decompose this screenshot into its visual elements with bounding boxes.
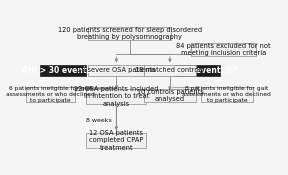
Text: 6 patients ineligible for gait
assessments or who declined
to participate: 6 patients ineligible for gait assessmen… bbox=[6, 86, 95, 103]
FancyBboxPatch shape bbox=[201, 87, 253, 102]
Text: 18 matched controls: 18 matched controls bbox=[135, 67, 204, 73]
Text: 84 patients excluded for not
meeting inclusion criteria: 84 patients excluded for not meeting inc… bbox=[176, 43, 271, 56]
Text: 18 severe OSA patients: 18 severe OSA patients bbox=[77, 67, 156, 73]
Text: AHI > 30 events/h*: AHI > 30 events/h* bbox=[22, 66, 103, 75]
FancyBboxPatch shape bbox=[88, 27, 171, 40]
FancyBboxPatch shape bbox=[86, 132, 147, 148]
FancyBboxPatch shape bbox=[191, 43, 256, 56]
FancyBboxPatch shape bbox=[26, 87, 75, 102]
Text: 8 patients ineligible for gait
assessments or who declined
to participate: 8 patients ineligible for gait assessmen… bbox=[182, 86, 271, 103]
FancyBboxPatch shape bbox=[40, 65, 86, 76]
FancyBboxPatch shape bbox=[88, 65, 144, 76]
FancyBboxPatch shape bbox=[174, 65, 219, 76]
Text: 8 weeks: 8 weeks bbox=[86, 118, 111, 122]
Text: AHI ≤ 15 events/h*: AHI ≤ 15 events/h* bbox=[156, 66, 237, 75]
Text: 12 OSA patients included
in intention to treat
analysis: 12 OSA patients included in intention to… bbox=[74, 86, 159, 107]
FancyBboxPatch shape bbox=[144, 65, 196, 76]
Text: 120 patients screened for sleep disordered
breathing by polysomnography: 120 patients screened for sleep disorder… bbox=[58, 26, 202, 40]
FancyBboxPatch shape bbox=[144, 89, 196, 102]
Text: 12 OSA patients
completed CPAP
treatment: 12 OSA patients completed CPAP treatment bbox=[89, 130, 143, 150]
Text: 10 controls patients
analysed: 10 controls patients analysed bbox=[137, 89, 203, 102]
FancyBboxPatch shape bbox=[86, 89, 147, 104]
